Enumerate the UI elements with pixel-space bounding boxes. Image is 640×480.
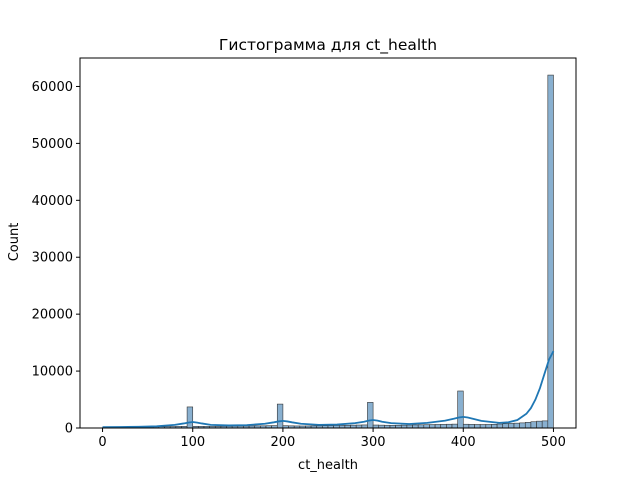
x-axis-label: ct_health bbox=[298, 458, 358, 473]
histogram-bar bbox=[530, 421, 537, 429]
y-tick-label: 0 bbox=[65, 422, 73, 437]
y-tick-label: 40000 bbox=[32, 194, 73, 209]
histogram-bar bbox=[474, 424, 481, 429]
histogram-bar bbox=[508, 423, 515, 429]
x-tick-label: 300 bbox=[361, 435, 386, 450]
chart-title: Гистограмма для ct_health bbox=[219, 36, 437, 55]
histogram-bar bbox=[468, 424, 475, 429]
x-tick-label: 100 bbox=[180, 435, 205, 450]
histogram-bar bbox=[547, 74, 554, 429]
histogram-bar bbox=[457, 390, 464, 429]
histogram-bar bbox=[513, 422, 520, 429]
histogram-bar bbox=[276, 403, 284, 429]
y-axis-ticks: 0 10000 20000 30000 40000 50000 60000 bbox=[32, 80, 80, 437]
histogram-bar bbox=[479, 424, 487, 429]
histogram-bar bbox=[434, 424, 442, 429]
histogram-bar bbox=[536, 420, 543, 429]
x-tick-label: 200 bbox=[270, 435, 295, 450]
y-tick-label: 60000 bbox=[32, 80, 73, 95]
histogram-bar bbox=[446, 423, 453, 429]
x-tick-label: 400 bbox=[451, 435, 476, 450]
histogram-bar bbox=[519, 422, 526, 429]
histogram-bar bbox=[485, 424, 492, 429]
x-tick-label: 0 bbox=[98, 435, 106, 450]
histogram-bar bbox=[186, 406, 194, 429]
histogram-bar bbox=[502, 423, 509, 429]
y-tick-label: 10000 bbox=[32, 365, 73, 380]
axes-frame bbox=[79, 57, 577, 429]
x-tick-label: 500 bbox=[541, 435, 566, 450]
histogram-bar bbox=[491, 423, 498, 429]
plot-frame bbox=[79, 57, 577, 429]
kde-curve bbox=[102, 350, 555, 429]
y-tick-label: 50000 bbox=[32, 137, 73, 152]
histogram-bar bbox=[367, 402, 374, 429]
histogram-bar bbox=[496, 423, 504, 429]
histogram-bar bbox=[440, 424, 447, 429]
histogram-bar bbox=[429, 424, 436, 429]
histogram-bar bbox=[462, 423, 470, 429]
y-tick-label: 20000 bbox=[32, 308, 73, 323]
histogram-bar bbox=[451, 423, 458, 429]
y-tick-label: 30000 bbox=[32, 251, 73, 266]
x-axis-ticks: 0 100 200 300 400 500 bbox=[98, 428, 566, 450]
histogram-bar bbox=[541, 420, 549, 429]
histogram-bar bbox=[524, 422, 532, 429]
y-axis-label: Count bbox=[7, 223, 22, 262]
